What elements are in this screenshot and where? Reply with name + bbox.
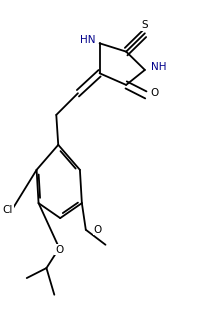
Text: O: O — [94, 225, 102, 235]
Text: O: O — [55, 245, 63, 255]
Text: HN: HN — [80, 35, 96, 45]
Text: O: O — [151, 88, 159, 98]
Text: Cl: Cl — [3, 205, 13, 215]
Text: S: S — [142, 20, 148, 30]
Text: NH: NH — [151, 62, 166, 72]
